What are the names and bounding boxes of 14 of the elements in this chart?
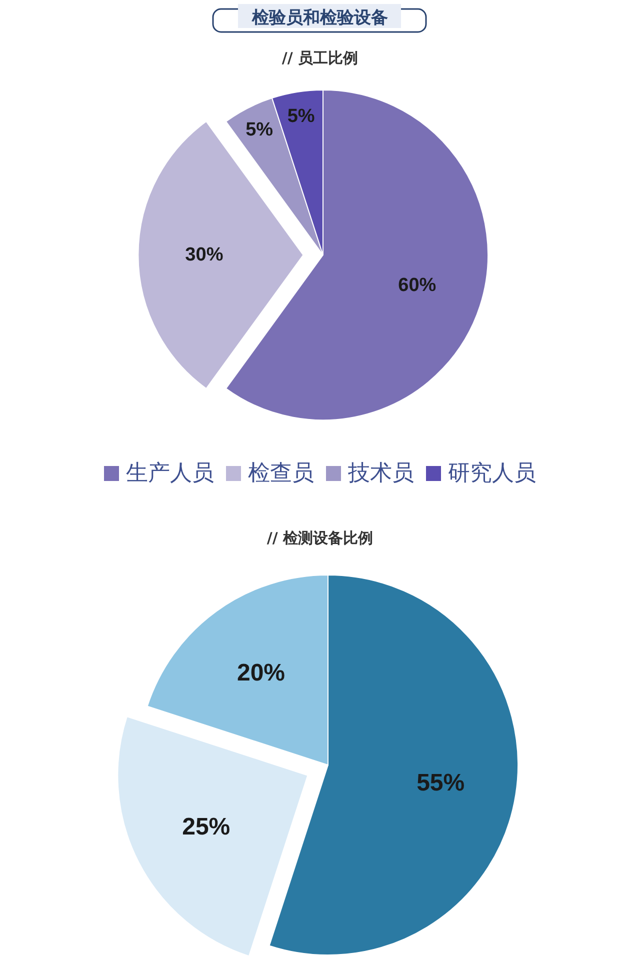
legend-label: 研究人员 [448, 461, 536, 486]
legend-label: 技术员 [347, 461, 414, 486]
data-label: 25% [182, 814, 230, 841]
chart-subtitle: // 员工比例 [282, 49, 358, 67]
chart-title: 检验员和检验设备 [251, 8, 388, 28]
chart-title: // 检测设备比例 [266, 529, 374, 547]
data-label: 30% [185, 244, 224, 266]
data-label: 60% [398, 275, 436, 296]
data-label: 55% [416, 769, 465, 796]
data-label: 5% [246, 120, 274, 141]
legend-label: 生产人员 [126, 461, 214, 486]
data-label: 5% [287, 106, 315, 127]
legend-label: 检查员 [248, 461, 314, 486]
data-label: 20% [236, 659, 286, 686]
